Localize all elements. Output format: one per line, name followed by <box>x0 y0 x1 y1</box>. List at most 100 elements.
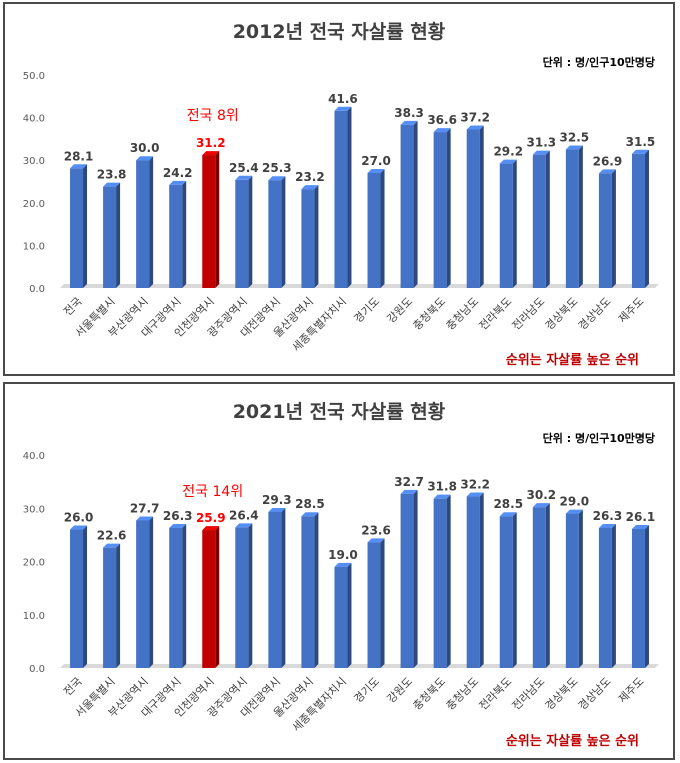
data-label: 37.2 <box>460 111 490 125</box>
bar <box>565 509 583 668</box>
bar-top <box>136 516 154 521</box>
y-tick-label: 40.0 <box>23 114 45 125</box>
bar <box>103 543 121 668</box>
bar <box>334 106 352 288</box>
bar-top <box>400 489 418 494</box>
data-label: 26.3 <box>163 509 193 523</box>
data-label: 29.2 <box>493 145 523 159</box>
bar <box>169 523 187 668</box>
bar-side <box>380 538 385 668</box>
bar <box>235 523 253 668</box>
bar <box>565 145 583 288</box>
bar-side <box>611 169 616 288</box>
bar-side <box>215 151 220 288</box>
bar-side <box>446 494 451 668</box>
bar-front <box>169 527 183 668</box>
footnote: 순위는 자살률 높은 순위 <box>506 352 639 368</box>
bar <box>433 494 451 668</box>
bar-side <box>611 523 616 668</box>
bar-highlight <box>202 526 220 668</box>
data-label: 26.4 <box>229 508 259 522</box>
bar <box>301 185 319 288</box>
bar-side <box>182 180 187 288</box>
data-label: 30.2 <box>527 488 557 502</box>
y-tick-label: 40.0 <box>23 451 45 462</box>
bar-front <box>466 129 480 288</box>
data-label: 41.6 <box>328 92 358 106</box>
plot-area: 0.010.020.030.040.050.028.1전국23.8서울특별시30… <box>23 71 659 354</box>
bar <box>268 507 286 668</box>
bar <box>301 512 319 668</box>
data-label: 31.8 <box>427 480 457 494</box>
bar <box>70 164 88 288</box>
bar <box>400 489 418 668</box>
bar-side <box>248 175 253 288</box>
bar-front <box>235 527 249 668</box>
bar-side <box>149 516 154 668</box>
bar-side <box>512 159 517 288</box>
bar <box>466 125 484 288</box>
x-tick-label: 강원도 <box>385 675 416 706</box>
bar-top <box>235 175 253 180</box>
bar-side <box>281 507 286 668</box>
data-label: 22.6 <box>97 529 127 543</box>
y-tick-label: 0.0 <box>29 664 45 675</box>
data-label: 38.3 <box>394 106 424 120</box>
bar-front <box>334 110 348 288</box>
bar-top <box>301 185 319 190</box>
bar <box>367 538 385 668</box>
bar <box>235 175 253 288</box>
bar-top <box>433 494 451 499</box>
bar <box>268 176 286 288</box>
bar-front <box>532 507 546 668</box>
data-label: 23.2 <box>295 170 325 184</box>
bar-top <box>103 543 121 548</box>
unit-label: 단위 : 명/인구10만명당 <box>543 55 655 69</box>
bar-front <box>301 516 315 668</box>
bar-side <box>545 503 550 668</box>
x-tick-label: 충청북도 <box>410 295 448 333</box>
bar-side <box>512 512 517 668</box>
y-tick-label: 20.0 <box>23 558 45 569</box>
bar <box>532 150 550 288</box>
bar-front <box>532 154 546 288</box>
x-tick-label: 전라북도 <box>477 675 515 713</box>
bar-top <box>169 523 187 528</box>
bar-top <box>70 525 88 530</box>
highlight-rank-label: 전국 8위 <box>187 108 239 124</box>
bar-front <box>400 124 414 288</box>
data-label: 28.5 <box>295 497 325 511</box>
bar-front <box>433 498 447 668</box>
bar <box>532 503 550 668</box>
data-label: 28.1 <box>64 149 94 163</box>
bar-side <box>545 150 550 288</box>
bar-top <box>565 145 583 150</box>
data-label: 29.0 <box>560 495 590 509</box>
x-tick-label: 전국 <box>61 295 85 319</box>
data-label: 26.9 <box>593 154 623 168</box>
bar-front <box>598 527 612 668</box>
chart-2021: 2021년 전국 자살률 현황 단위 : 명/인구10만명당 전국 14위 순위… <box>23 400 659 749</box>
x-tick-label: 경상북도 <box>543 675 581 713</box>
bar-front <box>499 516 513 668</box>
bar-top <box>202 526 220 531</box>
bar-top <box>169 180 187 185</box>
bar-side <box>116 182 121 288</box>
bar-front <box>466 496 480 668</box>
bar-top <box>136 156 154 161</box>
bar-side <box>182 523 187 668</box>
data-label: 32.2 <box>460 478 490 492</box>
data-label: 23.8 <box>97 168 127 182</box>
chart-title: 2012년 전국 자살률 현황 <box>233 20 446 43</box>
bar-side <box>281 176 286 288</box>
chart-title: 2021년 전국 자살률 현황 <box>233 400 446 423</box>
bar-side <box>215 526 220 668</box>
x-tick-label: 제주도 <box>616 295 647 326</box>
bar-top <box>301 512 319 517</box>
x-tick-label: 전라남도 <box>510 295 548 333</box>
x-tick-label: 강원도 <box>385 295 416 326</box>
x-tick-label: 전국 <box>61 675 85 699</box>
y-tick-label: 20.0 <box>23 199 45 210</box>
bar-front <box>268 180 282 288</box>
data-label: 36.6 <box>427 113 457 127</box>
